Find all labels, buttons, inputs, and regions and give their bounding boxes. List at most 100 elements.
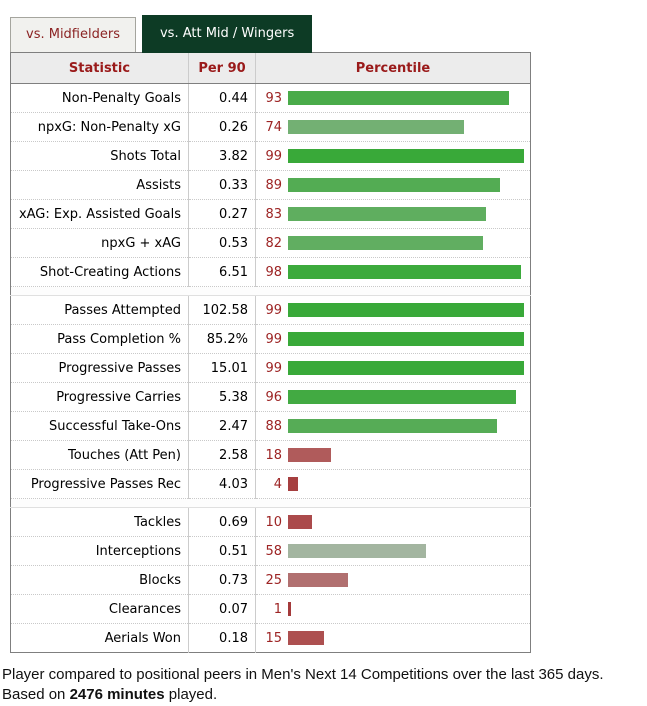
per90-value: 0.69 xyxy=(188,507,256,537)
footnote-minutes: 2476 minutes xyxy=(69,686,165,704)
table-row: Progressive Passes 15.01 99 xyxy=(10,353,531,383)
table-row: Non-Penalty Goals 0.44 93 xyxy=(10,83,531,113)
stat-name: Successful Take-Ons xyxy=(10,411,189,441)
percentile-cell: 98 xyxy=(255,257,531,287)
stat-name: Pass Completion % xyxy=(10,324,189,354)
table-row: Shots Total 3.82 99 xyxy=(10,141,531,171)
header-percentile: Percentile xyxy=(255,52,531,84)
percentile-bar-area xyxy=(288,631,526,645)
tab-bar: vs. Midfielders vs. Att Mid / Wingers xyxy=(10,14,647,53)
percentile-cell: 99 xyxy=(255,324,531,354)
percentile-value: 99 xyxy=(265,360,282,376)
percentile-bar xyxy=(288,419,497,433)
percentile-value: 25 xyxy=(265,572,282,588)
percentile-value: 1 xyxy=(273,601,282,617)
stat-name: Interceptions xyxy=(10,536,189,566)
table-row: Shot-Creating Actions 6.51 98 xyxy=(10,257,531,287)
percentile-bar xyxy=(288,515,312,529)
percentile-bar xyxy=(288,265,521,279)
percentile-bar xyxy=(288,448,331,462)
percentile-value: 4 xyxy=(273,476,282,492)
per90-value: 6.51 xyxy=(188,257,256,287)
stat-name: Blocks xyxy=(10,565,189,595)
percentile-value: 15 xyxy=(265,630,282,646)
per90-value: 0.51 xyxy=(188,536,256,566)
percentile-bar xyxy=(288,631,324,645)
percentile-cell: 93 xyxy=(256,84,531,113)
table-row: Interceptions 0.51 58 xyxy=(10,536,531,566)
tab-vs-midfielders[interactable]: vs. Midfielders xyxy=(10,17,136,52)
percentile-bar-area xyxy=(288,448,526,462)
percentile-bar xyxy=(288,602,291,616)
percentile-value: 93 xyxy=(265,90,282,106)
percentile-cell: 1 xyxy=(255,594,531,624)
stat-name: Tackles xyxy=(10,507,189,537)
header-statistic: Statistic xyxy=(10,52,189,84)
stat-name: npxG: Non-Penalty xG xyxy=(10,112,189,142)
percentile-bar-area xyxy=(288,236,526,250)
percentile-bar-area xyxy=(288,361,526,375)
percentile-value: 98 xyxy=(265,264,282,280)
percentile-bar-area xyxy=(288,332,526,346)
per90-value: 0.73 xyxy=(188,565,256,595)
percentile-value: 74 xyxy=(265,119,282,135)
tab-vs-att-mid-wingers[interactable]: vs. Att Mid / Wingers xyxy=(141,15,313,53)
stat-name: Non-Penalty Goals xyxy=(10,83,189,113)
percentile-cell: 89 xyxy=(255,170,531,200)
percentile-bar-area xyxy=(288,149,526,163)
percentile-bar-area xyxy=(288,477,526,491)
stat-name: Passes Attempted xyxy=(10,295,189,325)
table-row: Passes Attempted 102.58 99 xyxy=(10,295,531,325)
percentile-cell: 88 xyxy=(255,411,531,441)
percentile-bar-area xyxy=(288,573,526,587)
percentile-bar-area xyxy=(288,207,526,221)
percentile-bar-area xyxy=(288,602,526,616)
table-row: Blocks 0.73 25 xyxy=(10,565,531,595)
table-row: Aerials Won 0.18 15 xyxy=(10,623,531,653)
stat-group: Tackles 0.69 10 Interceptions 0.51 58 Blocks 0.… xyxy=(10,507,531,653)
table-row: Successful Take-Ons 2.47 88 xyxy=(10,411,531,441)
percentile-value: 89 xyxy=(265,177,282,193)
percentile-cell: 99 xyxy=(256,296,531,325)
table-row: npxG + xAG 0.53 82 xyxy=(10,228,531,258)
group-spacer xyxy=(10,286,531,296)
stat-name: Clearances xyxy=(10,594,189,624)
per90-value: 15.01 xyxy=(188,353,256,383)
percentile-bar xyxy=(288,149,524,163)
table-row: Touches (Att Pen) 2.58 18 xyxy=(10,440,531,470)
percentile-cell: 10 xyxy=(256,508,531,537)
header-row: Statistic Per 90 Percentile xyxy=(10,52,531,84)
percentile-bar xyxy=(288,303,524,317)
stat-name: Progressive Carries xyxy=(10,382,189,412)
table-row: Assists 0.33 89 xyxy=(10,170,531,200)
percentile-bar xyxy=(288,91,509,105)
percentile-value: 83 xyxy=(265,206,282,222)
percentile-bar xyxy=(288,332,524,346)
per90-value: 102.58 xyxy=(188,295,256,325)
percentile-cell: 15 xyxy=(255,623,531,653)
per90-value: 0.07 xyxy=(188,594,256,624)
table-row: npxG: Non-Penalty xG 0.26 74 xyxy=(10,112,531,142)
percentile-bar xyxy=(288,120,464,134)
percentile-bar xyxy=(288,390,516,404)
table-row: Progressive Passes Rec 4.03 4 xyxy=(10,469,531,499)
stat-name: Progressive Passes Rec xyxy=(10,469,189,499)
per90-value: 0.26 xyxy=(188,112,256,142)
percentile-cell: 25 xyxy=(255,565,531,595)
per90-value: 2.58 xyxy=(188,440,256,470)
stat-name: xAG: Exp. Assisted Goals xyxy=(10,199,189,229)
stat-name: Touches (Att Pen) xyxy=(10,440,189,470)
percentile-value: 58 xyxy=(265,543,282,559)
per90-value: 0.27 xyxy=(188,199,256,229)
percentile-cell: 18 xyxy=(255,440,531,470)
percentile-cell: 99 xyxy=(255,141,531,171)
percentile-bar-area xyxy=(288,390,526,404)
per90-value: 4.03 xyxy=(188,469,256,499)
scouting-report-table: Statistic Per 90 Percentile Non-Penalty … xyxy=(10,52,531,653)
percentile-bar-area xyxy=(288,120,526,134)
percentile-value: 82 xyxy=(265,235,282,251)
stat-name: npxG + xAG xyxy=(10,228,189,258)
percentile-bar xyxy=(288,178,500,192)
footnote-text-after: played. xyxy=(164,686,218,704)
per90-value: 2.47 xyxy=(188,411,256,441)
